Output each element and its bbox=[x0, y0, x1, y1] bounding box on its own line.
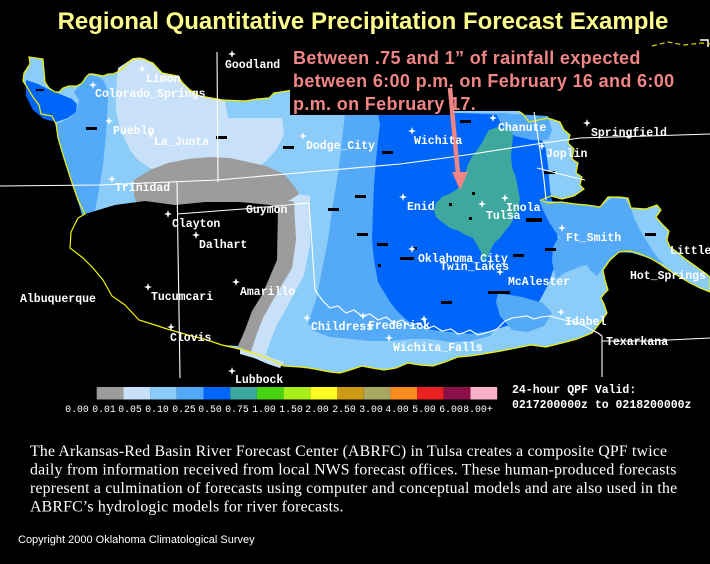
svg-text:Childress: Childress bbox=[311, 321, 373, 334]
svg-text:Dodge_City: Dodge_City bbox=[306, 140, 375, 153]
svg-text:8.00+: 8.00+ bbox=[463, 404, 493, 415]
svg-text:5.00: 5.00 bbox=[412, 404, 436, 415]
svg-text:represent a culmination of for: represent a culmination of forecasts usi… bbox=[30, 480, 677, 497]
svg-text:Little_Rock: Little_Rock bbox=[670, 245, 710, 258]
svg-text:Albuquerque: Albuquerque bbox=[20, 293, 96, 306]
svg-text:Wichita: Wichita bbox=[414, 135, 462, 148]
svg-text:ABRFC’s hydrologic models for: ABRFC’s hydrologic models for river fore… bbox=[30, 499, 344, 516]
svg-text:0.05: 0.05 bbox=[118, 404, 142, 415]
svg-text:Idabel: Idabel bbox=[565, 316, 607, 329]
svg-text:Dalhart: Dalhart bbox=[199, 239, 247, 252]
svg-text:Lubbock: Lubbock bbox=[235, 374, 283, 387]
svg-text:Clayton: Clayton bbox=[172, 218, 220, 231]
svg-text:Goodland: Goodland bbox=[225, 59, 280, 72]
svg-text:3.00: 3.00 bbox=[359, 404, 383, 415]
svg-text:Amarillo: Amarillo bbox=[240, 286, 295, 299]
svg-text:Ft_Smith: Ft_Smith bbox=[566, 232, 621, 245]
svg-text:4.00: 4.00 bbox=[385, 404, 409, 415]
svg-text:0217200000z to 0218200000z: 0217200000z to 0218200000z bbox=[512, 399, 692, 412]
svg-text:p.m. on February 17.: p.m. on February 17. bbox=[293, 94, 476, 114]
svg-text:0.25: 0.25 bbox=[172, 404, 196, 415]
svg-text:Inola: Inola bbox=[506, 202, 541, 215]
svg-text:Limon: Limon bbox=[146, 73, 181, 86]
svg-text:between 6:00 p.m. on February: between 6:00 p.m. on February 16 and 6:0… bbox=[293, 71, 674, 91]
svg-text:daily from information receive: daily from information received from loc… bbox=[30, 462, 677, 479]
svg-text:La_Junta: La_Junta bbox=[154, 136, 209, 149]
svg-text:2.50: 2.50 bbox=[332, 404, 356, 415]
svg-text:Tucumcari: Tucumcari bbox=[151, 291, 213, 304]
svg-text:6.00: 6.00 bbox=[439, 404, 463, 415]
svg-text:0.50: 0.50 bbox=[198, 404, 222, 415]
svg-text:Clovis: Clovis bbox=[170, 332, 212, 345]
svg-text:Hot_Springs: Hot_Springs bbox=[630, 270, 706, 283]
svg-text:Colorado_Springs: Colorado_Springs bbox=[95, 88, 206, 101]
svg-text:0.00: 0.00 bbox=[65, 404, 89, 415]
svg-text:Twin_Lakes: Twin_Lakes bbox=[440, 261, 509, 274]
svg-text:Copyright 2000 Oklahoma Climat: Copyright 2000 Oklahoma Climatological S… bbox=[18, 534, 255, 546]
svg-text:The Arkansas-Red Basin River F: The Arkansas-Red Basin River Forecast Ce… bbox=[30, 443, 667, 460]
svg-text:Regional Quantitative Precipit: Regional Quantitative Precipitation Fore… bbox=[58, 8, 669, 35]
svg-text:0.10: 0.10 bbox=[145, 404, 169, 415]
svg-text:Enid: Enid bbox=[407, 201, 435, 214]
svg-text:Springfield: Springfield bbox=[591, 127, 667, 140]
svg-text:Texarkana: Texarkana bbox=[606, 336, 668, 349]
svg-text:Frederick: Frederick bbox=[368, 320, 430, 333]
svg-text:Tulsa: Tulsa bbox=[486, 210, 521, 223]
svg-text:2.00: 2.00 bbox=[305, 404, 329, 415]
svg-text:McAlester: McAlester bbox=[508, 276, 570, 289]
svg-text:Guymon: Guymon bbox=[246, 204, 288, 217]
svg-text:Between .75 and 1” of rainfall: Between .75 and 1” of rainfall expected bbox=[293, 48, 641, 68]
svg-text:Joplin: Joplin bbox=[546, 148, 588, 161]
svg-text:Pueblo: Pueblo bbox=[113, 125, 155, 138]
svg-text:Chanute: Chanute bbox=[498, 122, 546, 135]
svg-text:Oklahoma_City: Oklahoma_City bbox=[418, 253, 508, 266]
svg-text:1.50: 1.50 bbox=[279, 404, 303, 415]
svg-text:0.01: 0.01 bbox=[92, 404, 116, 415]
svg-text:24-hour QPF Valid:: 24-hour QPF Valid: bbox=[512, 384, 636, 397]
svg-text:1.00: 1.00 bbox=[252, 404, 276, 415]
svg-text:Trinidad: Trinidad bbox=[115, 182, 170, 195]
svg-text:Wichita_Falls: Wichita_Falls bbox=[393, 342, 483, 355]
svg-text:0.75: 0.75 bbox=[225, 404, 249, 415]
